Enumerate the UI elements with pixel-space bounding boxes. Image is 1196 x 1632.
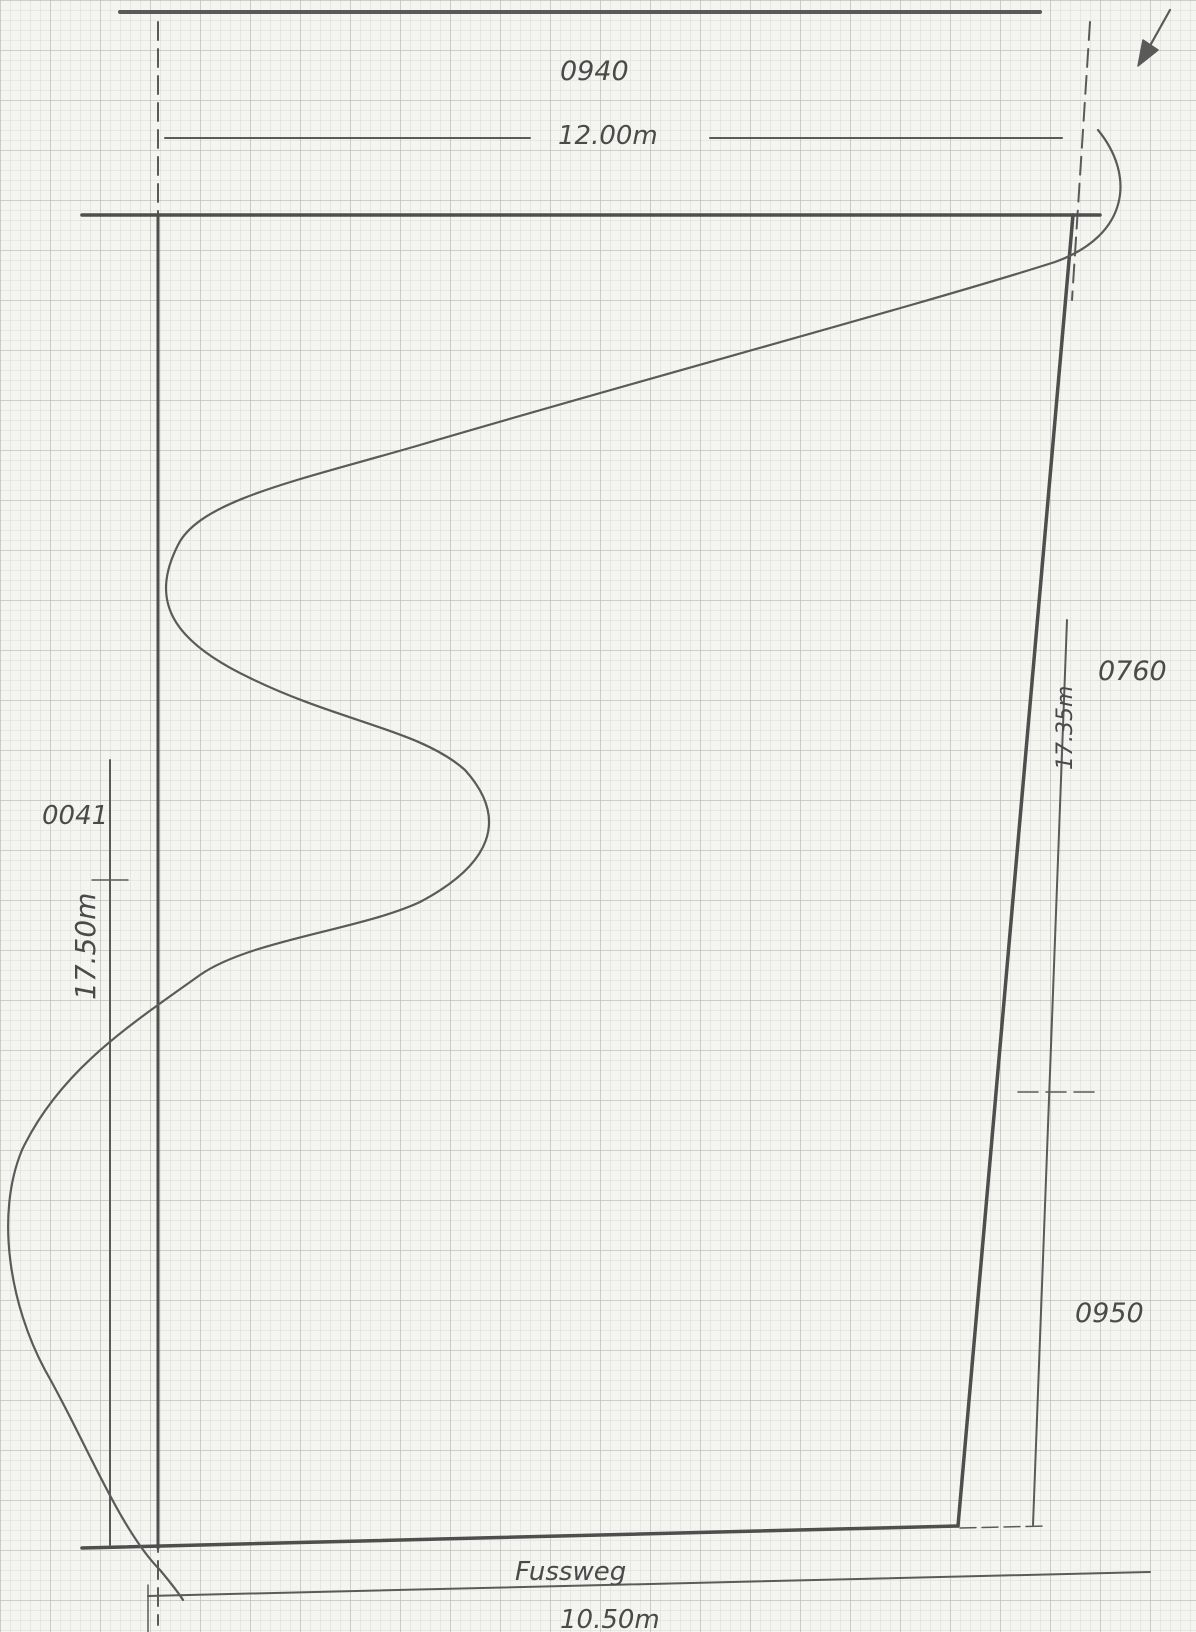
right-dimension-line [1032, 619, 1068, 1526]
left-dimension-label: 17.50m [69, 893, 102, 1000]
left-code-label: 0041 [42, 801, 108, 831]
meandering-curve [7, 128, 1122, 1602]
plot-boundary-right [956, 213, 1075, 1528]
right-code-label: 0760 [1098, 656, 1167, 687]
right-dimension-foot-tick [959, 1525, 1046, 1529]
bottom-dimension-line [147, 1571, 1151, 1597]
right-dimension-label: 17.35m [1053, 686, 1078, 770]
right-lower-code-label: 0950 [1075, 1298, 1144, 1329]
footpath-label: Fussweg [515, 1557, 626, 1587]
north-arrow-icon [1137, 8, 1172, 67]
plot-boundary-bottom [80, 1524, 960, 1550]
top-dimension-label: 12.00m [558, 121, 658, 151]
top-code-label: 0940 [560, 56, 629, 87]
bottom-dimension-label: 10.50m [560, 1605, 660, 1632]
